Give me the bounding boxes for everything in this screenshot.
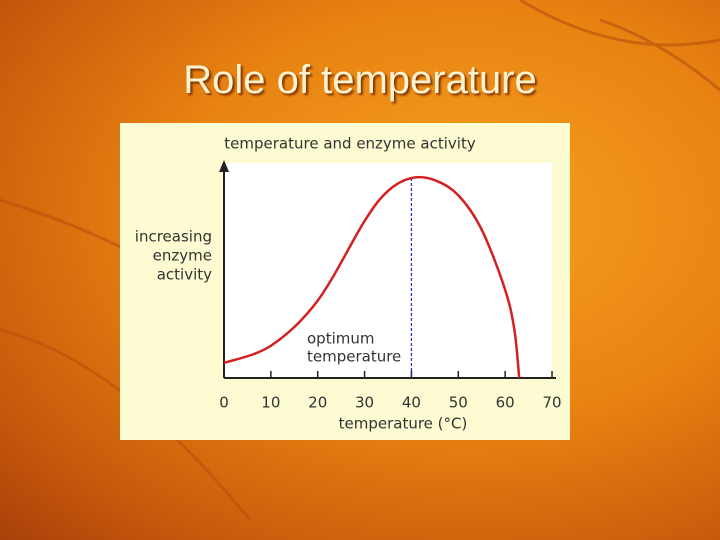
- x-tick-label: 40: [402, 394, 421, 412]
- x-tick-label: 20: [308, 394, 327, 412]
- x-tick-label: 30: [355, 394, 374, 412]
- chart-title: temperature and enzyme activity: [224, 135, 476, 153]
- x-tick-label: 70: [542, 394, 561, 412]
- slide-title: Role of temperature: [183, 58, 537, 102]
- curve: [223, 175, 521, 379]
- y-axis-arrow: [219, 160, 229, 172]
- x-tick-label: 50: [449, 394, 468, 412]
- annotation: optimum: [307, 330, 374, 348]
- annotation: temperature: [307, 348, 401, 366]
- y-axis-label: enzyme: [153, 247, 212, 265]
- x-tick-label: 10: [261, 394, 280, 412]
- plot-area: [224, 163, 552, 378]
- x-axis-label: temperature (°C): [339, 415, 468, 433]
- x-tick-label: 60: [496, 394, 515, 412]
- y-axis-label: increasing: [135, 228, 212, 246]
- x-tick-label: 0: [219, 394, 229, 412]
- y-axis-label: activity: [157, 266, 212, 284]
